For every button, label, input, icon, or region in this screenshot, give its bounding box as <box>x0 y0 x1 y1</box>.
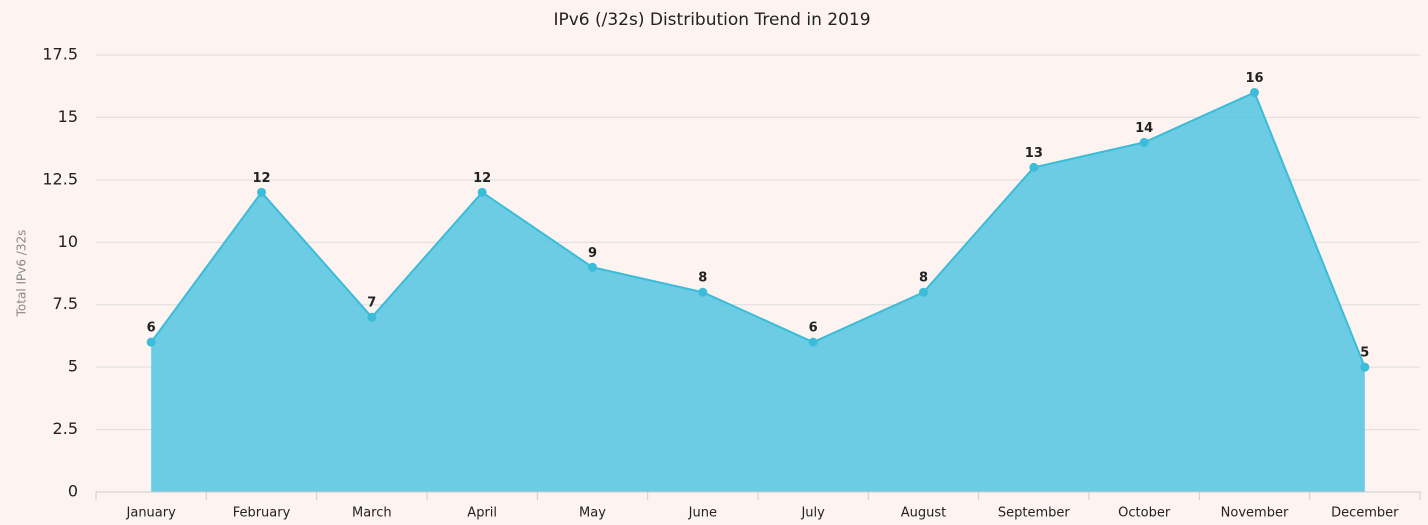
data-label: 13 <box>1025 146 1043 161</box>
x-tick-label: January <box>126 506 177 521</box>
x-tick-label: August <box>901 506 947 521</box>
point <box>146 337 156 347</box>
y-axis-label: Total IPv6 /32s <box>15 230 29 318</box>
point <box>698 287 708 297</box>
y-tick-label: 12.5 <box>42 169 78 188</box>
x-tick-label: December <box>1331 506 1399 521</box>
y-tick-label: 15 <box>58 107 78 126</box>
point <box>1250 87 1259 97</box>
x-tick-label: July <box>800 506 825 521</box>
x-tick-label: February <box>233 506 291 521</box>
x-tick-label: November <box>1221 506 1289 521</box>
y-tick-label: 10 <box>58 232 78 251</box>
x-tick-label: September <box>998 506 1071 521</box>
data-label: 7 <box>367 296 376 311</box>
point <box>808 337 818 347</box>
x-tick-label: April <box>467 506 497 521</box>
y-tick-label: 5 <box>68 357 78 376</box>
data-label: 6 <box>809 321 818 336</box>
point <box>257 187 266 197</box>
point <box>1360 362 1370 372</box>
point <box>919 287 928 297</box>
x-tick-label: March <box>352 506 392 521</box>
y-tick-label: 17.5 <box>42 45 78 64</box>
data-label: 6 <box>147 321 156 336</box>
area <box>151 92 1365 492</box>
x-tick-label: May <box>579 506 606 521</box>
point <box>1139 137 1149 147</box>
x-tick-label: October <box>1118 506 1171 521</box>
data-label: 16 <box>1245 71 1263 86</box>
data-label: 12 <box>252 171 270 186</box>
y-tick-label: 7.5 <box>53 294 78 313</box>
x-tick-label: June <box>688 506 717 521</box>
data-label: 9 <box>588 246 597 261</box>
y-tick-label: 2.5 <box>53 419 78 438</box>
data-label: 5 <box>1360 346 1369 361</box>
data-label: 8 <box>919 271 928 286</box>
point <box>588 262 597 272</box>
chart-title: IPv6 (/32s) Distribution Trend in 2019 <box>553 10 870 30</box>
data-label: 8 <box>698 271 707 286</box>
data-label: 12 <box>473 171 491 186</box>
line <box>150 91 1366 368</box>
point <box>477 187 487 197</box>
data-label: 14 <box>1135 121 1153 136</box>
point <box>367 312 377 322</box>
point <box>1029 162 1039 172</box>
y-tick-label: 0 <box>68 482 78 501</box>
